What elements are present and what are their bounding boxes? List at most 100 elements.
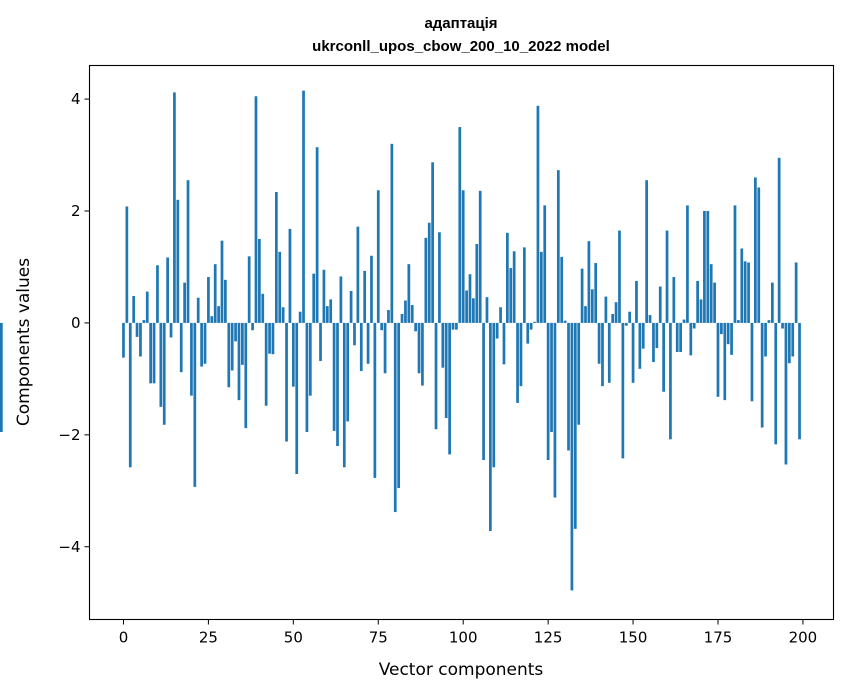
bar [794,262,798,323]
bar [556,170,560,323]
bar [227,322,231,388]
bar [258,238,261,323]
bar [305,322,309,433]
bar [159,322,163,407]
bar [475,244,479,323]
bar [190,322,193,396]
bar [336,322,339,447]
bar [213,264,217,323]
bar [332,322,336,431]
bar [363,270,367,323]
bar [506,232,509,323]
bar [482,322,485,461]
bar [713,282,716,323]
y-axis-label: Components values [14,258,34,426]
bar [570,322,574,591]
bar [0,322,3,433]
bar [125,206,129,323]
bar [485,297,489,323]
bar [285,322,288,442]
bar [441,322,445,368]
bar [573,322,577,529]
bar [264,322,268,406]
bar [597,322,601,364]
bar [580,268,584,323]
bar [295,322,299,474]
bar [393,322,397,513]
bar [251,322,254,331]
bar [325,306,329,323]
bar [373,322,377,478]
y-tick-label: 4 [71,90,81,108]
y-tick-label: −4 [58,538,80,556]
bar [298,311,302,323]
bar [743,261,747,323]
bar [142,320,146,323]
bar [132,296,136,323]
bar [461,190,465,323]
y-tick-label: 0 [71,314,81,332]
bar [672,277,676,323]
bar [699,299,703,323]
x-tick-label: 150 [619,629,648,647]
bar [152,322,156,384]
bar [145,291,149,323]
bar [448,322,451,455]
bar [675,322,679,353]
bar [601,322,604,387]
bar [760,322,764,428]
bar [499,307,502,323]
bar [128,322,132,468]
bar [665,230,669,323]
bar [135,322,139,337]
bar [631,322,635,383]
bar [390,143,394,323]
bar [414,322,417,332]
bar [628,311,632,323]
bar [553,322,557,498]
bar [261,293,265,323]
bar [658,286,662,323]
bar [380,322,384,331]
bar [584,306,587,323]
y-tick-label: −2 [58,426,80,444]
bar [241,322,244,365]
bar [757,187,761,323]
bar [502,322,506,365]
bar [349,291,353,323]
bar [268,322,271,354]
bar [669,322,672,440]
bar [217,306,220,323]
bar [244,322,248,429]
bar [737,320,740,323]
bar [662,322,665,392]
bar [234,322,237,342]
bar [577,322,581,425]
bar [563,320,567,323]
bar [784,322,788,465]
bar [798,322,801,440]
bar [122,322,125,358]
bar [777,157,781,323]
bar [359,322,363,372]
bar [370,255,373,323]
bar [478,190,482,323]
bar [458,127,462,323]
bar [468,274,472,323]
bar [329,299,333,323]
bar [546,322,550,461]
bar [587,241,591,323]
chart-subtitle: ukrconll_upos_cbow_200_10_2022 model [312,38,610,55]
bar [186,180,190,323]
bar [431,162,434,323]
bar [203,322,207,364]
bar [353,322,356,346]
bar [424,237,428,323]
bar [308,322,312,396]
bar [529,322,533,330]
bar [526,322,530,344]
bar [149,322,153,384]
x-axis-ticks: 0 25 50 75 100 125 150 175 200 [119,619,818,647]
bar [567,322,570,451]
x-tick-label: 200 [789,629,818,647]
